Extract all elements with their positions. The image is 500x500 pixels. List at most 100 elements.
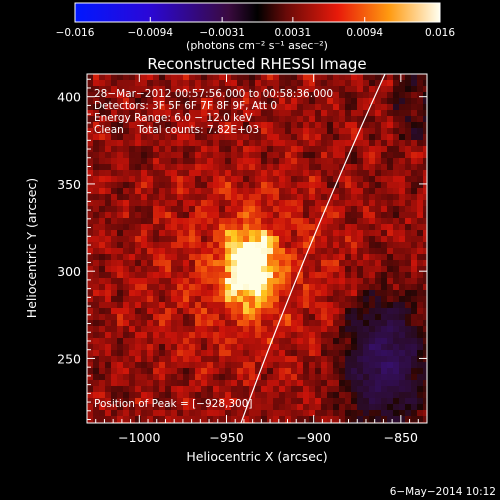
heatmap-cell	[111, 218, 118, 225]
heatmap-cell	[339, 296, 346, 303]
heatmap-cell	[411, 338, 418, 345]
heatmap-cell	[195, 230, 202, 237]
heatmap-cell	[153, 326, 160, 333]
heatmap-cell	[261, 248, 268, 255]
heatmap-cell	[351, 380, 358, 387]
heatmap-cell	[237, 296, 244, 303]
heatmap-cell	[219, 308, 226, 315]
heatmap-cell	[213, 92, 220, 99]
heatmap-cell	[387, 284, 394, 291]
heatmap-cell	[369, 374, 376, 381]
heatmap-cell	[291, 404, 298, 411]
heatmap-cell	[117, 410, 124, 417]
heatmap-cell	[273, 164, 280, 171]
heatmap-cell	[279, 374, 286, 381]
heatmap-cell	[165, 218, 172, 225]
info-line-detectors: Detectors: 3F 5F 6F 7F 8F 9F, Att 0	[94, 100, 277, 112]
heatmap-cell	[399, 134, 406, 141]
heatmap-cell	[363, 86, 370, 93]
heatmap-cell	[165, 410, 172, 417]
heatmap-cell	[255, 170, 262, 177]
heatmap-cell	[309, 296, 316, 303]
heatmap-cell	[303, 392, 310, 399]
heatmap-cell	[237, 194, 244, 201]
heatmap-cell	[111, 86, 118, 93]
heatmap-cell	[333, 92, 340, 99]
heatmap-cell	[183, 308, 190, 315]
heatmap-cell	[123, 242, 130, 249]
heatmap-cell	[177, 344, 184, 351]
heatmap-cell	[357, 164, 364, 171]
heatmap-cell	[195, 152, 202, 159]
heatmap-cell	[153, 176, 160, 183]
heatmap-cell	[207, 380, 214, 387]
heatmap-cell	[369, 338, 376, 345]
colorbar-tick-label: 0.0031	[274, 27, 311, 39]
heatmap-cell	[105, 284, 112, 291]
heatmap-cell	[321, 296, 328, 303]
heatmap-cell	[315, 350, 322, 357]
heatmap-cell	[111, 398, 118, 405]
heatmap-cell	[417, 224, 424, 231]
heatmap-cell	[141, 236, 148, 243]
heatmap-cell	[195, 290, 202, 297]
heatmap-cell	[255, 128, 262, 135]
heatmap-cell	[255, 254, 262, 261]
heatmap-cell	[333, 392, 340, 399]
heatmap-cell	[99, 206, 106, 213]
heatmap-cell	[309, 92, 316, 99]
heatmap-cell	[423, 278, 427, 285]
heatmap-cell	[195, 218, 202, 225]
heatmap-cell	[255, 140, 262, 147]
heatmap-cell	[285, 134, 292, 141]
heatmap-cell	[261, 362, 268, 369]
heatmap-cell	[177, 230, 184, 237]
heatmap-cell	[315, 308, 322, 315]
heatmap-cell	[345, 260, 352, 267]
heatmap-cell	[99, 194, 106, 201]
heatmap-cell	[255, 80, 262, 87]
heatmap-cell	[393, 206, 400, 213]
heatmap-cell	[321, 86, 328, 93]
heatmap-cell	[315, 254, 322, 261]
heatmap-cell	[261, 170, 268, 177]
heatmap-cell	[363, 284, 370, 291]
heatmap-cell	[243, 218, 250, 225]
heatmap-cell	[225, 200, 232, 207]
heatmap-cell	[375, 194, 382, 201]
heatmap-cell	[195, 146, 202, 153]
heatmap-cell	[237, 314, 244, 321]
heatmap-cell	[213, 356, 220, 363]
heatmap-cell	[129, 152, 136, 159]
heatmap-cell	[129, 362, 136, 369]
heatmap-cell	[189, 368, 196, 375]
heatmap-cell	[105, 350, 112, 357]
heatmap-cell	[225, 230, 232, 237]
heatmap-cell	[249, 188, 256, 195]
heatmap-cell	[129, 74, 136, 81]
heatmap-cell	[345, 122, 352, 129]
heatmap-cell	[351, 350, 358, 357]
heatmap-cell	[345, 374, 352, 381]
heatmap-cell	[243, 110, 250, 117]
heatmap-cell	[93, 134, 100, 141]
heatmap-cell	[243, 392, 250, 399]
heatmap-cell	[117, 290, 124, 297]
heatmap-cell	[165, 104, 172, 111]
heatmap-cell	[339, 110, 346, 117]
heatmap-cell	[171, 404, 178, 411]
heatmap-cell	[255, 308, 262, 315]
heatmap-cell	[159, 368, 166, 375]
heatmap-cell	[363, 110, 370, 117]
heatmap-cell	[147, 404, 154, 411]
heatmap-cell	[207, 308, 214, 315]
heatmap-cell	[93, 284, 100, 291]
heatmap-cell	[195, 260, 202, 267]
heatmap-cell	[249, 98, 256, 105]
heatmap-cell	[417, 98, 424, 105]
heatmap-cell	[93, 380, 100, 387]
heatmap-cell	[189, 350, 196, 357]
heatmap-cell	[219, 386, 226, 393]
heatmap-cell	[237, 110, 244, 117]
heatmap-cell	[213, 338, 220, 345]
